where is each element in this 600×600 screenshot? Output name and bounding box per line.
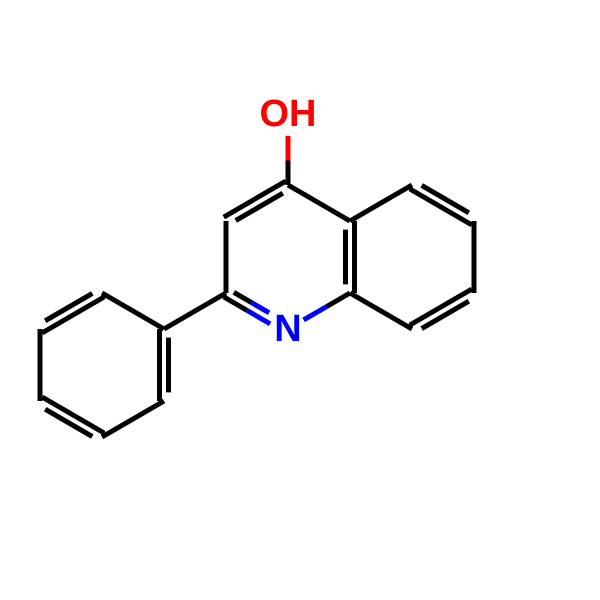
bond-line (350, 185, 412, 221)
bond-line (234, 292, 252, 302)
bond-line (327, 293, 350, 306)
chemical-structure-diagram: OH N (0, 0, 600, 600)
bond-line (350, 293, 412, 329)
bond-line (251, 303, 269, 313)
atom-label-oh: OH (260, 93, 317, 135)
bond-line (164, 293, 226, 329)
bond-line (102, 401, 164, 437)
atom-label-n: N (274, 308, 301, 350)
bond-line (102, 293, 164, 329)
bond-line (288, 185, 350, 221)
bond-line (304, 306, 327, 319)
